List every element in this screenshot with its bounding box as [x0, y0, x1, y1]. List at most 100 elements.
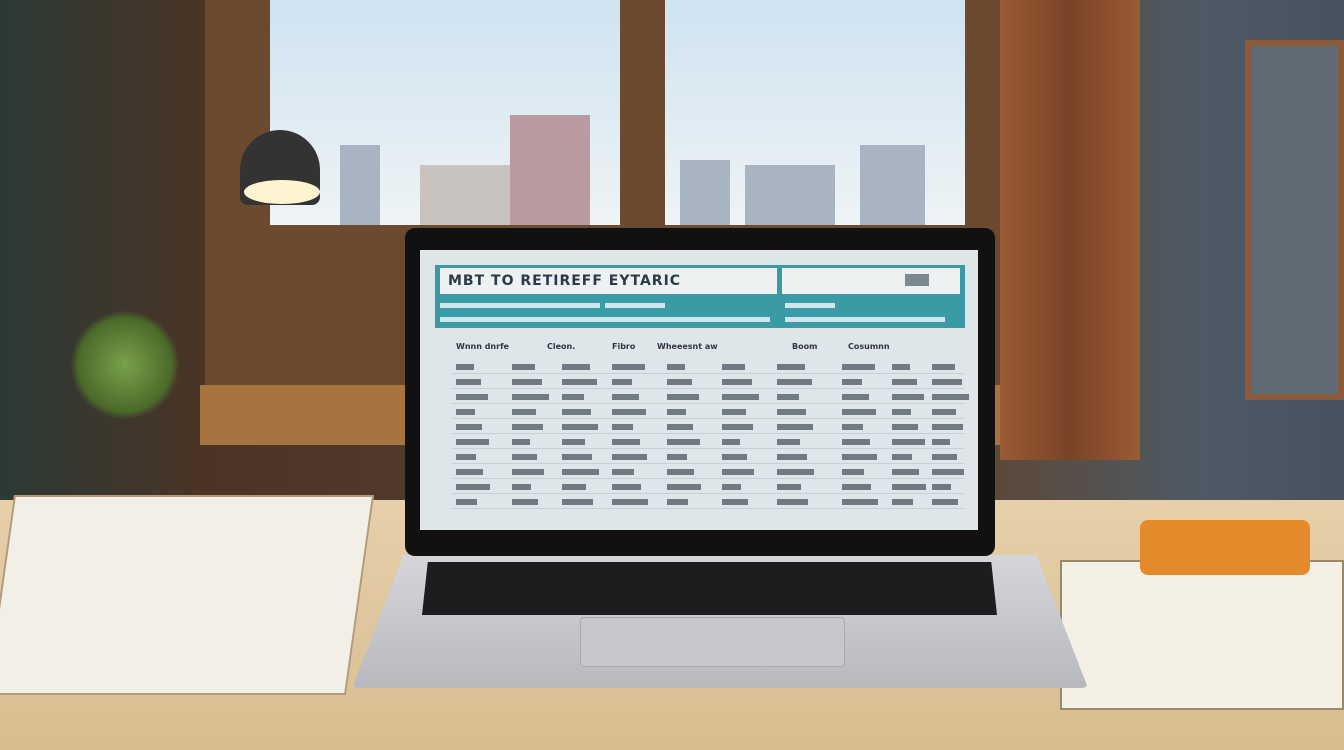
table-row: [452, 420, 964, 434]
table-cell: [777, 499, 808, 505]
table-cell: [932, 379, 962, 385]
table-cell: [722, 469, 754, 475]
table-cell: [722, 424, 753, 430]
pen-tray: [1140, 520, 1310, 575]
curtain: [1000, 0, 1140, 460]
table-cell: [842, 424, 863, 430]
table-cell: [842, 439, 870, 445]
table-cell: [612, 409, 646, 415]
search-input[interactable]: [782, 268, 960, 294]
table-cell: [512, 379, 542, 385]
table-cell: [612, 454, 647, 460]
table-cell: [456, 364, 474, 370]
table-cell: [512, 439, 530, 445]
column-header: Boom: [792, 342, 818, 351]
table-cell: [932, 394, 969, 400]
table-cell: [512, 424, 543, 430]
table-cell: [562, 499, 593, 505]
table-cell: [932, 409, 956, 415]
table-cell: [932, 364, 955, 370]
table-cell: [612, 499, 648, 505]
table-row: [452, 360, 964, 374]
table-cell: [512, 364, 535, 370]
table-cell: [667, 364, 685, 370]
table-row: [452, 405, 964, 419]
search-button[interactable]: [905, 274, 929, 286]
keyboard[interactable]: [422, 562, 997, 615]
table-cell: [777, 484, 801, 490]
table-row: [452, 450, 964, 464]
table-cell: [892, 499, 913, 505]
table-cell: [842, 409, 876, 415]
table-cell: [667, 439, 700, 445]
table-cell: [612, 364, 645, 370]
table-cell: [456, 394, 488, 400]
table-cell: [456, 409, 475, 415]
table-cell: [892, 469, 919, 475]
table-cell: [892, 409, 911, 415]
table-cell: [722, 499, 748, 505]
table-cell: [456, 484, 490, 490]
table-cell: [777, 394, 799, 400]
table-cell: [612, 424, 633, 430]
table-cell: [777, 439, 800, 445]
table-cell: [562, 484, 586, 490]
table-cell: [932, 499, 958, 505]
open-notebook-left: [0, 495, 375, 695]
table-cell: [512, 454, 537, 460]
table-cell: [612, 439, 640, 445]
table-cell: [892, 379, 917, 385]
table-cell: [562, 469, 599, 475]
table-cell: [667, 379, 692, 385]
table-row: [452, 390, 969, 404]
table-cell: [667, 409, 686, 415]
table-cell: [892, 454, 912, 460]
table-cell: [667, 469, 694, 475]
table-cell: [667, 424, 693, 430]
table-cell: [842, 499, 878, 505]
column-header: Wheeesnt aw: [657, 342, 718, 351]
table-cell: [842, 364, 875, 370]
table-row: [452, 495, 964, 509]
table-cell: [842, 469, 864, 475]
table-cell: [777, 379, 812, 385]
table-cell: [722, 379, 752, 385]
table-cell: [562, 454, 592, 460]
table-cell: [892, 484, 926, 490]
table-cell: [562, 364, 590, 370]
table-cell: [667, 484, 701, 490]
table-cell: [932, 454, 957, 460]
table-row: [452, 465, 964, 479]
table-cell: [722, 454, 747, 460]
table-row: [452, 480, 964, 494]
table-cell: [456, 379, 481, 385]
table-cell: [932, 484, 951, 490]
table-cell: [512, 409, 536, 415]
table-cell: [562, 424, 598, 430]
table-cell: [612, 469, 634, 475]
table-cell: [512, 394, 549, 400]
table-cell: [562, 379, 597, 385]
table-cell: [562, 394, 584, 400]
lamp-light: [244, 180, 320, 204]
table-cell: [842, 379, 862, 385]
table-cell: [456, 469, 483, 475]
table-cell: [777, 469, 814, 475]
column-header: Cleon.: [547, 342, 576, 351]
table-cell: [667, 454, 687, 460]
trackpad[interactable]: [580, 617, 845, 667]
paper-stack-right: [1060, 560, 1344, 710]
table-cell: [777, 409, 806, 415]
table-cell: [722, 439, 740, 445]
table-cell: [456, 424, 482, 430]
table-cell: [932, 439, 950, 445]
table-cell: [722, 409, 746, 415]
table-cell: [932, 469, 964, 475]
table-cell: [722, 394, 759, 400]
table-cell: [932, 424, 963, 430]
window-pane-left: [270, 0, 620, 225]
table-cell: [842, 394, 869, 400]
table-cell: [512, 484, 531, 490]
column-header: Wnnn dnrfe: [456, 342, 509, 351]
data-table: Wnnn dnrfe Cleon. Fibro Wheeesnt aw Boom…: [452, 340, 969, 510]
